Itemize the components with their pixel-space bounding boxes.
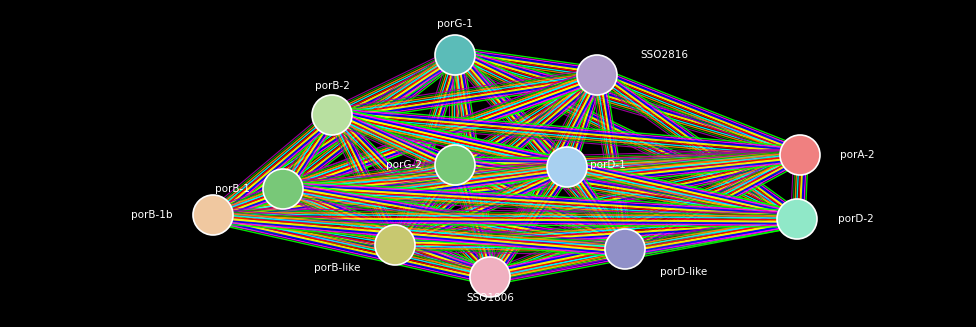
Circle shape [777, 199, 817, 239]
Text: SSO1806: SSO1806 [467, 293, 514, 303]
Text: porB-1: porB-1 [215, 184, 250, 194]
Circle shape [435, 35, 475, 75]
Text: porD-2: porD-2 [838, 214, 874, 224]
Circle shape [780, 135, 820, 175]
Circle shape [470, 257, 510, 297]
Text: porA-2: porA-2 [840, 150, 874, 160]
Text: porD-1: porD-1 [590, 160, 626, 170]
Circle shape [605, 229, 645, 269]
Circle shape [263, 169, 303, 209]
Text: porB-2: porB-2 [314, 81, 349, 91]
Text: porG-1: porG-1 [437, 19, 473, 29]
Circle shape [435, 145, 475, 185]
Text: porG-2: porG-2 [386, 160, 422, 170]
Circle shape [312, 95, 352, 135]
Circle shape [547, 147, 587, 187]
Text: porB-like: porB-like [313, 263, 360, 273]
Circle shape [375, 225, 415, 265]
Text: SSO2816: SSO2816 [640, 50, 688, 60]
Text: porD-like: porD-like [660, 267, 708, 277]
Circle shape [193, 195, 233, 235]
Text: porB-1b: porB-1b [132, 210, 173, 220]
Circle shape [577, 55, 617, 95]
